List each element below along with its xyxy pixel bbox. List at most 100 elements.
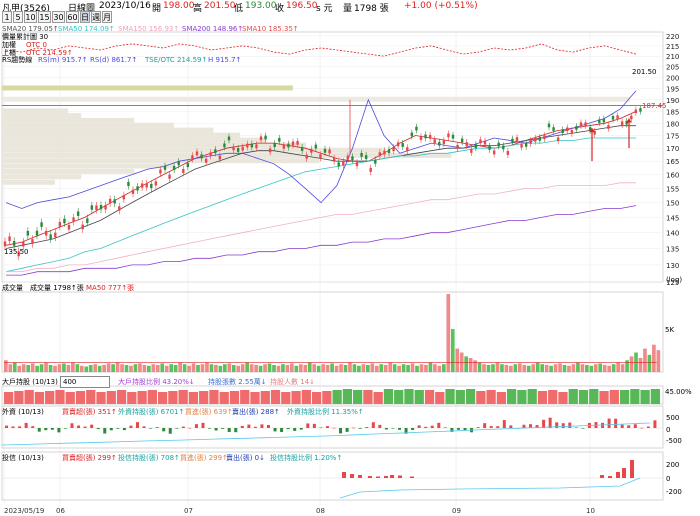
candle-body-123 [566,127,569,132]
foreign-bar-33 [221,428,225,429]
candle-body-70 [323,148,327,153]
volume-bar-39 [178,362,182,372]
candle-body-14 [67,224,71,230]
volume-bar-112 [504,364,509,372]
holder-bar-36 [373,392,383,404]
volume-bar-32 [147,365,151,372]
period-button-8[interactable]: 月 [102,11,112,23]
volume-bar-58 [263,364,267,372]
candle-body-47 [218,155,222,160]
price-mark-annotation: 187.45 [642,102,667,110]
period-button-3[interactable]: 15 [38,11,51,23]
holder-threshold-input[interactable] [60,376,110,388]
candle-body-94 [433,139,436,144]
foreign-bar-93 [614,418,618,428]
candle-body-91 [419,136,423,140]
foreign-bar-60 [398,428,401,430]
holder-bar-11 [116,390,127,404]
period-button-4[interactable]: 30 [52,11,65,23]
volume-bar-60 [272,364,276,372]
trust-legend-net: 買賣超(張) 299↑ [62,454,117,462]
volume-bar-121 [544,364,549,372]
candle-body-135 [620,121,624,126]
volume-bar-14 [66,364,71,372]
candle-body-121 [556,137,560,142]
candle-body-39 [182,168,185,174]
period-button-7[interactable]: 週 [91,11,101,23]
candle-body-100 [460,138,464,143]
foreign-bar-70 [463,428,467,431]
volume-bar-137 [616,362,620,372]
volume-bar-29 [133,364,138,372]
volume-bar-40 [182,364,187,372]
x-label-0: 2023/05/19 [4,507,44,515]
high-label: 高 [193,4,203,14]
ma-line-sma20 [5,125,636,249]
holder-bar-32 [332,390,342,404]
price-tick-9: 175 [666,133,679,141]
foreign-bar-80 [529,424,532,428]
candle-body-76 [351,156,354,161]
holder-axis-label: 45.00% [665,388,692,396]
volume-bar-50 [227,363,232,372]
period-button-6[interactable]: 日 [80,11,90,23]
holder-bar-0 [4,392,14,404]
foreign-bar-99 [653,420,657,428]
foreign-bar-68 [450,428,454,432]
volume-bar-88 [397,365,401,372]
x-axis: 2023/05/19 06 07 08 09 10 [4,507,595,515]
candlesticks [3,99,642,261]
foreign-bar-83 [548,417,552,428]
volume-bar-98 [442,364,446,372]
foreign-bar-11 [77,425,81,428]
foreign-bar-95 [627,425,631,428]
holder-legend-shares: 持股張數 2.55萬↓ [208,378,267,386]
price-tick-2: 210 [666,53,679,61]
candle-body-89 [410,132,414,137]
ma-line-sma150 [6,182,636,273]
trust-bar-2 [358,475,362,478]
holder-bar-19 [199,391,209,404]
foreign-legend-buy: 買進(張) 639↑ [185,408,233,416]
foreign-bar-22 [149,428,153,429]
foreign-bar-82 [542,419,546,428]
candle-body-95 [438,141,441,146]
volume-bar-61 [276,365,281,372]
volume-bar-67 [303,364,308,372]
period-button-0[interactable]: 1 [2,11,12,23]
candle-body-119 [547,123,551,128]
x-label-2: 07 [184,507,193,515]
holder-bar-14 [147,390,157,404]
foreign-bar-62 [411,428,415,431]
volume-bar-80 [361,364,366,372]
foreign-bar-94 [620,424,624,428]
candle-body-112 [515,137,519,142]
candle-body-57 [264,135,267,140]
x-label-4: 09 [452,507,461,515]
close-value: 196.50 [286,1,318,11]
volume-bar-72 [325,364,330,372]
candle-body-29 [136,186,139,191]
holder-bar-26 [270,390,281,404]
header-bar: 凡甲(3526) 日線圖 2023/10/16 開 198.00 高 201.5… [0,0,700,26]
period-button-1[interactable]: 5 [13,11,23,23]
candle-body-132 [607,125,610,129]
candle-body-27 [127,181,130,187]
volume-pane [1,291,664,373]
candle-body-48 [223,143,226,148]
trust-bar-3 [368,476,372,478]
volume-bar-139 [625,360,629,372]
period-button-5[interactable]: 60 [66,11,79,23]
volume-bar-108 [486,364,491,372]
volume-bar-114 [513,364,518,372]
volume-frame [1,291,664,373]
holder-bar-21 [219,392,229,404]
candle-body-85 [392,147,395,152]
trust-legend-ratio: 投信持股比例 1.20%↑ [270,454,343,462]
holder-bar-49 [507,389,517,404]
holder-bar-58 [599,391,609,404]
foreign-bar-53 [352,427,356,429]
volume-bar-73 [330,363,334,372]
volume-bar-4 [21,364,26,372]
period-button-2[interactable]: 10 [24,11,37,23]
